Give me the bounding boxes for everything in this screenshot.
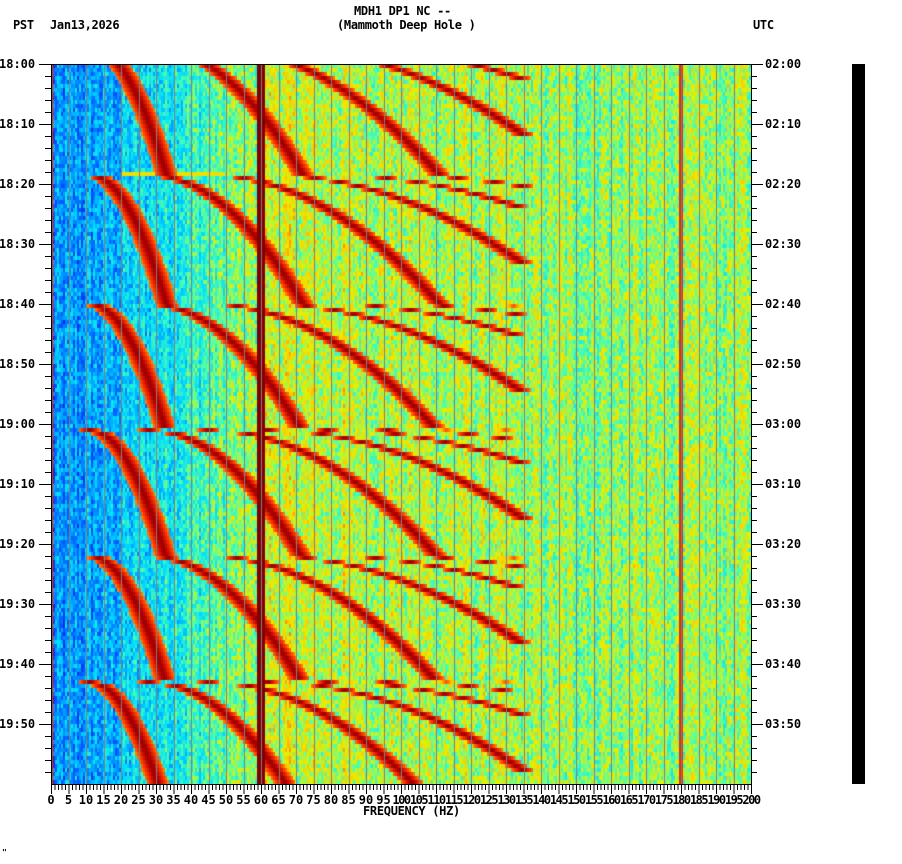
status-bar <box>852 64 865 784</box>
x-tick-label: 110 <box>427 793 446 807</box>
y-tick-label-right: 03:10 <box>765 477 802 491</box>
x-tick-label: 35 <box>166 793 181 807</box>
y-tick-label-left: 18:30 <box>0 237 36 251</box>
y-tick-label-right: 03:30 <box>765 597 802 611</box>
x-tick-label: 180 <box>672 793 691 807</box>
x-tick-label: 60 <box>253 793 269 807</box>
y-tick-label-right: 03:00 <box>765 417 802 431</box>
y-tick-label-right: 03:40 <box>765 657 802 671</box>
x-tick-label: 120 <box>462 793 481 807</box>
date-label: Jan13,2026 <box>50 18 120 32</box>
x-tick-label: 90 <box>358 793 374 807</box>
y-tick-label-left: 19:50 <box>0 717 36 731</box>
y-tick-label-right: 03:50 <box>765 717 802 731</box>
x-tick-label: 0 <box>47 793 55 807</box>
y-tick-label-left: 18:00 <box>0 57 36 71</box>
y-tick-label-left: 18:20 <box>0 177 36 191</box>
y-tick-label-right: 02:00 <box>765 57 802 71</box>
x-tick-label: 30 <box>148 793 164 807</box>
x-tick-label: 160 <box>602 793 621 807</box>
x-tick-label: 10 <box>78 793 94 807</box>
x-tick-label: 125 <box>479 793 499 807</box>
x-tick-label: 25 <box>131 793 146 807</box>
x-tick-label: 65 <box>271 793 286 807</box>
x-tick-label: 40 <box>183 793 199 807</box>
y-tick-label-left: 18:40 <box>0 297 36 311</box>
x-tick-label: 75 <box>306 793 321 807</box>
x-tick-label: 105 <box>409 793 429 807</box>
corner-mark: " <box>2 848 7 857</box>
y-tick-label-right: 02:50 <box>765 357 802 371</box>
x-tick-label: 55 <box>236 793 251 807</box>
x-axis-title: FREQUENCY (HZ) <box>363 804 460 818</box>
y-tick-label-left: 19:00 <box>0 417 36 431</box>
x-tick-label: 100 <box>392 793 411 807</box>
x-tick-label: 145 <box>549 793 569 807</box>
x-tick-label: 165 <box>619 793 639 807</box>
left-timezone: PST <box>13 18 34 32</box>
x-tick-label: 130 <box>497 793 516 807</box>
x-tick-label: 95 <box>376 793 391 807</box>
plot-frame <box>51 64 751 784</box>
station-title: MDH1 DP1 NC -- <box>354 4 451 18</box>
y-tick-label-right: 02:40 <box>765 297 802 311</box>
x-tick-label: 70 <box>288 793 304 807</box>
x-tick-label: 150 <box>567 793 586 807</box>
y-tick-label-left: 19:20 <box>0 537 36 551</box>
x-tick-label: 15 <box>96 793 111 807</box>
y-tick-label-left: 19:40 <box>0 657 36 671</box>
x-tick-label: 200 <box>742 793 761 807</box>
x-tick-label: 190 <box>707 793 726 807</box>
x-tick-label: 175 <box>654 793 674 807</box>
x-tick-label: 45 <box>201 793 216 807</box>
x-tick-label: 185 <box>689 793 709 807</box>
spectrogram-heatmap <box>51 64 751 784</box>
x-tick-label: 135 <box>514 793 534 807</box>
location-title: (Mammoth Deep Hole ) <box>337 18 476 32</box>
x-tick-label: 170 <box>637 793 656 807</box>
x-tick-label: 115 <box>444 793 464 807</box>
x-tick-label: 5 <box>64 793 73 807</box>
x-tick-label: 140 <box>532 793 551 807</box>
x-tick-label: 85 <box>341 793 356 807</box>
x-tick-label: 195 <box>724 793 744 807</box>
y-tick-label-right: 02:30 <box>765 237 802 251</box>
y-tick-label-right: 02:10 <box>765 117 802 131</box>
x-tick-label: 50 <box>218 793 234 807</box>
y-tick-label-right: 03:20 <box>765 537 802 551</box>
x-tick-label: 20 <box>113 793 129 807</box>
x-tick-label: 155 <box>584 793 604 807</box>
y-tick-label-left: 18:50 <box>0 357 36 371</box>
y-tick-label-left: 19:30 <box>0 597 36 611</box>
y-tick-label-right: 02:20 <box>765 177 802 191</box>
right-timezone: UTC <box>753 18 774 32</box>
y-tick-label-left: 19:10 <box>0 477 36 491</box>
y-tick-label-left: 18:10 <box>0 117 36 131</box>
x-tick-label: 80 <box>323 793 339 807</box>
